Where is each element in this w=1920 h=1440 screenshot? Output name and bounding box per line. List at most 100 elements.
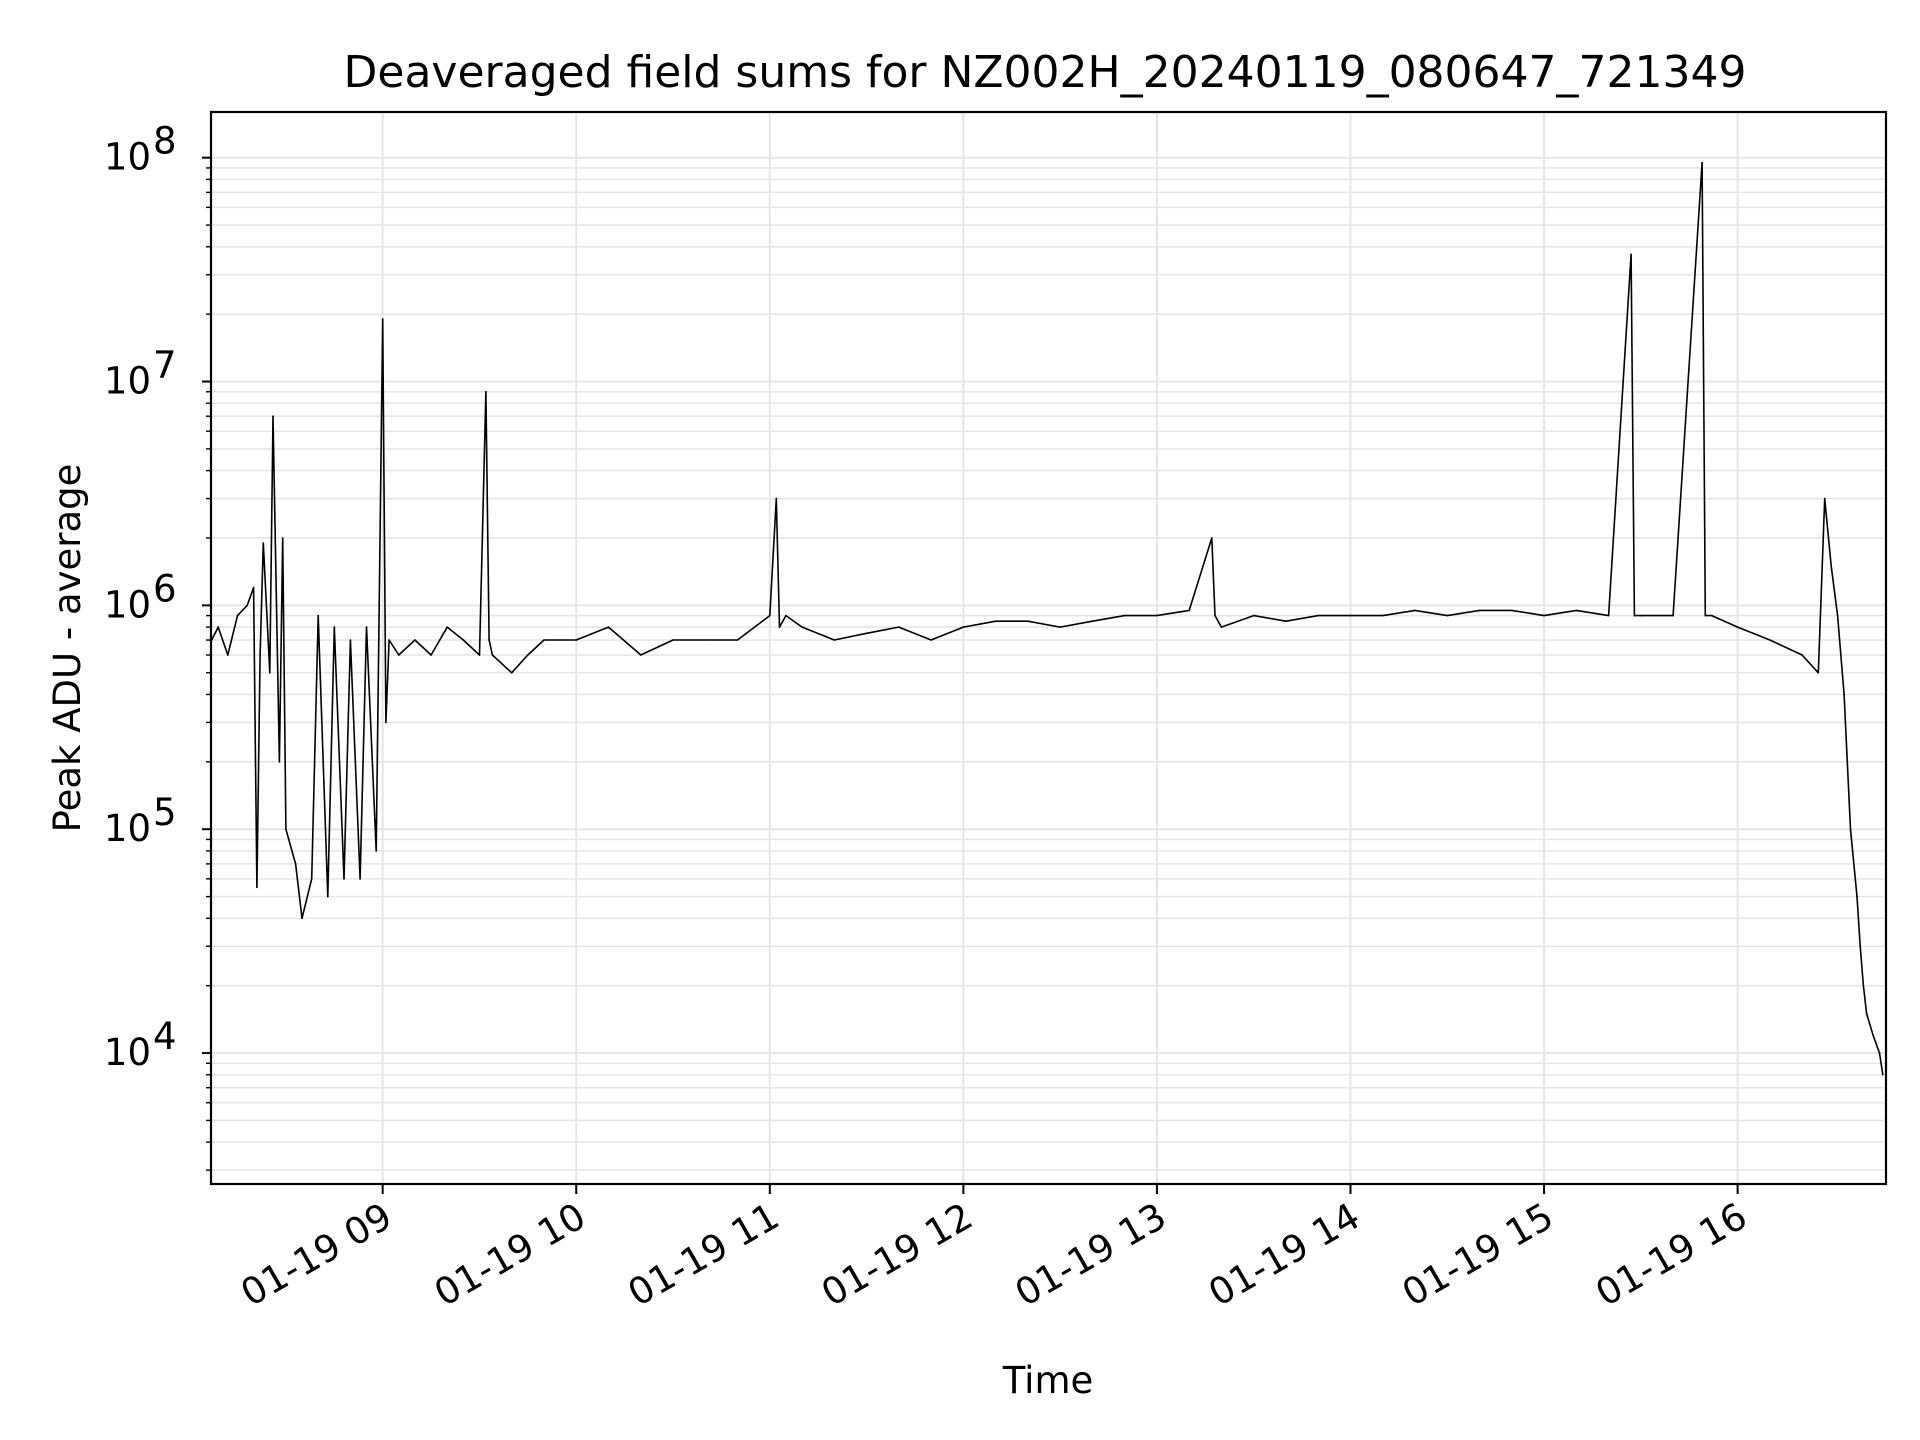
data-point: [1252, 614, 1255, 617]
grid: [211, 112, 1886, 1184]
data-point: [1849, 828, 1852, 830]
data-point: [301, 917, 303, 920]
data-point: [865, 632, 868, 635]
data-point: [1414, 609, 1416, 612]
data-point: [785, 614, 787, 617]
data-point: [1856, 895, 1858, 898]
data-point: [527, 654, 529, 656]
data-point: [775, 497, 778, 500]
data-point: [381, 318, 384, 320]
data-point: [672, 639, 674, 641]
data-point: [1381, 614, 1384, 617]
data-point: [488, 639, 490, 641]
data-point: [272, 415, 274, 418]
y-tick-exponent: 5: [153, 791, 177, 834]
data-point: [227, 654, 229, 656]
data-point: [1830, 565, 1832, 567]
data-point: [1865, 1012, 1868, 1015]
data-point: [1872, 1034, 1874, 1037]
y-tick-exponent: 8: [153, 120, 177, 163]
data-point: [1220, 626, 1223, 628]
data-point: [898, 626, 900, 628]
data-point: [1801, 654, 1803, 656]
data-point: [1349, 614, 1352, 617]
y-tick-label: 10: [104, 807, 151, 850]
data-point: [1211, 537, 1213, 539]
data-point: [510, 672, 513, 674]
data-point: [1769, 639, 1771, 641]
y-tick-exponent: 6: [153, 567, 177, 610]
data-point: [1511, 609, 1513, 612]
y-tick-label: 10: [104, 583, 151, 626]
data-point: [1630, 253, 1632, 256]
data-point: [736, 639, 739, 641]
data-point: [1607, 614, 1610, 617]
data-point: [310, 878, 313, 880]
data-point: [1575, 609, 1578, 612]
data-point: [1059, 626, 1061, 628]
x-tick-label: 01-19 09: [234, 1195, 400, 1315]
data-point: [359, 878, 361, 880]
data-point: [414, 639, 416, 641]
data-point: [430, 654, 432, 656]
data-point: [1817, 672, 1820, 674]
data-point: [375, 850, 378, 852]
x-axis-label: Time: [1002, 1359, 1094, 1402]
data-point: [769, 614, 771, 617]
data-point: [930, 639, 932, 641]
data-point: [1823, 497, 1826, 500]
data-point: [446, 626, 449, 628]
x-tick-label: 01-19 15: [1395, 1195, 1561, 1315]
data-point: [1862, 984, 1865, 987]
x-tick-label: 01-19 14: [1201, 1195, 1367, 1315]
y-tick-label: 10: [104, 1031, 151, 1074]
data-point: [575, 639, 577, 641]
data-point: [1156, 614, 1158, 617]
data-point: [1859, 945, 1861, 947]
data-point: [833, 639, 836, 641]
x-tick-label: 01-19 13: [1008, 1195, 1174, 1315]
data-point: [217, 626, 219, 628]
data-point: [1446, 614, 1449, 617]
data-point: [278, 761, 281, 763]
data-point: [365, 626, 368, 628]
data-point: [1843, 693, 1845, 696]
data-point: [1543, 614, 1545, 617]
chart-title: Deaveraged field sums for NZ002H_2024011…: [344, 47, 1747, 98]
x-tick-label: 01-19 16: [1589, 1195, 1755, 1315]
y-tick-label: 10: [104, 360, 151, 403]
data-point: [478, 654, 481, 656]
data-point: [1640, 614, 1642, 617]
data-point: [1188, 609, 1190, 612]
data-point: [1091, 620, 1094, 622]
data-point: [962, 626, 965, 628]
data-point: [327, 895, 329, 898]
data-point: [385, 721, 387, 724]
data-point: [1027, 620, 1029, 622]
data-point: [1878, 1052, 1881, 1054]
data-point: [640, 654, 642, 656]
data-point: [349, 639, 352, 641]
data-point: [704, 639, 707, 641]
data-point: [1711, 614, 1713, 617]
data-point: [994, 620, 997, 622]
data-point: [1478, 609, 1481, 612]
data-point: [285, 828, 287, 830]
data-point: [801, 626, 803, 628]
data-point: [236, 614, 239, 617]
data-point: [294, 863, 297, 865]
data-point: [485, 391, 487, 393]
data-point: [1736, 626, 1739, 628]
data-point: [1123, 614, 1126, 617]
y-tick-exponent: 7: [153, 344, 177, 387]
y-tick-label: 10: [104, 136, 151, 179]
data-point: [1672, 614, 1674, 617]
y-axis-label: Peak ADU - average: [46, 464, 89, 833]
data-point: [281, 537, 284, 539]
data-point: [269, 672, 271, 674]
data-point: [1882, 1073, 1884, 1076]
x-tick-label: 01-19 11: [621, 1195, 787, 1315]
series-layer: [210, 161, 1884, 1076]
